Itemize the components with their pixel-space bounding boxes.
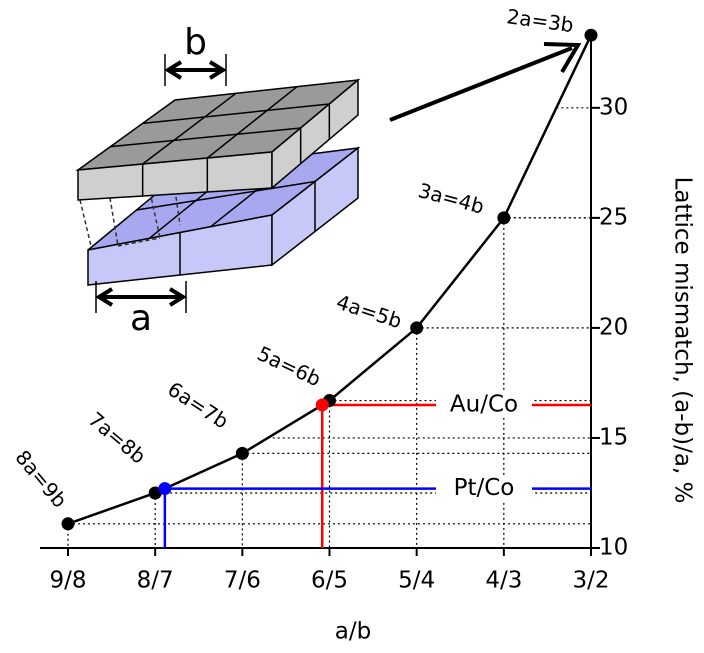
y-tick-label: 30 xyxy=(599,94,628,120)
arrow xyxy=(390,48,572,120)
point-label: 6a=7b xyxy=(163,377,232,434)
point-label: 4a=5b xyxy=(333,290,404,334)
hidden-edge xyxy=(80,200,92,250)
x-tick-label: 6/5 xyxy=(311,568,348,594)
x-tick-label: 9/8 xyxy=(49,568,86,594)
x-tick-label: 8/7 xyxy=(137,568,174,594)
y-tick-label: 25 xyxy=(599,204,628,230)
point-label: 5a=6b xyxy=(254,341,325,391)
point-label: 3a=4b xyxy=(416,178,487,219)
data-point xyxy=(410,321,423,334)
y-tick-label: 10 xyxy=(599,535,628,561)
x-tick-label: 7/6 xyxy=(224,568,261,594)
dimension-label: a xyxy=(130,298,152,339)
x-tick-label: 3/2 xyxy=(572,568,609,594)
data-point xyxy=(62,517,75,530)
marker-point xyxy=(316,398,329,411)
x-axis-label: a/b xyxy=(335,619,371,645)
data-point xyxy=(236,447,249,460)
dimension-label: b xyxy=(184,22,207,63)
y-axis-label: Lattice mismatch, (a-b)/a, % xyxy=(670,177,696,504)
y-tick-label: 15 xyxy=(599,424,628,450)
inset-diagram: ba xyxy=(78,22,358,339)
data-point xyxy=(585,29,598,42)
data-point xyxy=(497,211,510,224)
marker-label: Au/Co xyxy=(450,391,518,417)
y-tick-label: 20 xyxy=(599,314,628,340)
x-tick-label: 5/4 xyxy=(398,568,435,594)
marker-label: Pt/Co xyxy=(454,475,515,501)
point-label: 2a=3b xyxy=(505,4,575,37)
chart: ba a/b Lattice mismatch, (a-b)/a, % 1015… xyxy=(0,0,704,653)
x-tick-label: 4/3 xyxy=(485,568,522,594)
point-label: 8a=9b xyxy=(10,445,72,512)
marker-point xyxy=(158,482,171,495)
point-label: 7a=8b xyxy=(84,407,151,469)
